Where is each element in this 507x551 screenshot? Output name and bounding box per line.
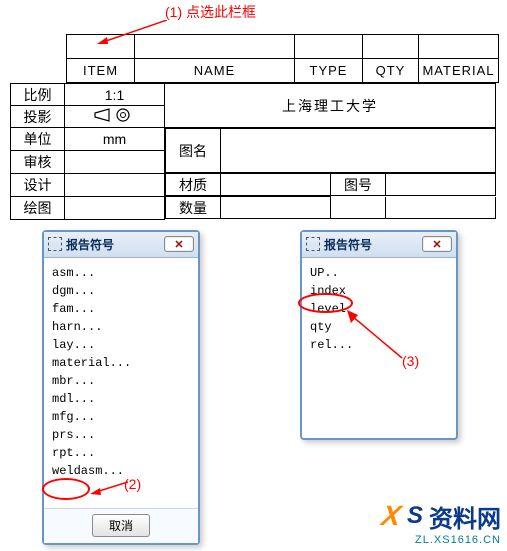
val-quantity — [221, 197, 331, 219]
dialog-titlebar[interactable]: 报告符号 ✕ — [44, 232, 198, 258]
empty-row-cell[interactable] — [419, 35, 499, 59]
list-item[interactable]: dgm... — [50, 282, 192, 300]
spacer — [386, 197, 496, 219]
list-item[interactable]: material... — [50, 354, 192, 372]
logo-x: X — [379, 500, 403, 532]
annotation-3: (3) — [402, 353, 419, 369]
list-item[interactable]: harn... — [50, 318, 192, 336]
val-scale: 1:1 — [65, 84, 165, 106]
val-drawing-name — [221, 129, 496, 173]
lbl-drawing-name: 图名 — [166, 129, 221, 173]
lbl-scale: 比例 — [11, 84, 65, 106]
val-design — [65, 173, 165, 196]
list-item[interactable]: asm... — [50, 264, 192, 282]
col-type: TYPE — [295, 59, 363, 83]
list-item[interactable]: prs... — [50, 426, 192, 444]
highlight-circle-2 — [42, 478, 90, 500]
close-button[interactable]: ✕ — [422, 236, 452, 252]
list-item[interactable]: mfg... — [50, 408, 192, 426]
logo-url: ZL.XS1616.CN — [382, 534, 501, 546]
close-button[interactable]: ✕ — [164, 236, 194, 252]
title-block-area: ITEM NAME TYPE QTY MATERIAL 比例 1:1 上海理工大… — [10, 34, 501, 220]
titleblock-table: 比例 1:1 上海理工大学 投影 单位 mm — [10, 83, 496, 220]
symbol-list-left: asm...dgm...fam...harn...lay...material.… — [50, 264, 192, 480]
arrow-2 — [88, 480, 128, 496]
col-item: ITEM — [67, 59, 135, 83]
annotation-1: (1) 点选此栏框 — [165, 2, 256, 22]
list-item[interactable]: rpt... — [50, 444, 192, 462]
lbl-unit: 单位 — [11, 128, 65, 151]
report-symbol-dialog-left: 报告符号 ✕ asm...dgm...fam...harn...lay...ma… — [42, 230, 200, 545]
lbl-projection: 投影 — [11, 106, 65, 128]
logo-s: S — [407, 502, 423, 530]
list-item[interactable]: mdl... — [50, 390, 192, 408]
empty-row-cell[interactable] — [363, 35, 419, 59]
arrow-1 — [95, 20, 167, 44]
projection-icon — [93, 107, 137, 123]
lbl-material: 材质 — [166, 174, 221, 196]
val-drawing-no — [386, 174, 496, 196]
list-item[interactable]: lay... — [50, 336, 192, 354]
dialog-body-right: UP..indexlevelqtyrel... (3) — [302, 258, 456, 436]
dialog-icon — [48, 237, 62, 251]
list-item[interactable]: mbr... — [50, 372, 192, 390]
arrow-3 — [344, 310, 404, 360]
val-audit — [65, 150, 165, 173]
col-material: MATERIAL — [419, 59, 499, 83]
val-material — [221, 174, 331, 196]
list-item[interactable]: weldasm... — [50, 462, 192, 480]
report-symbol-dialog-right: 报告符号 ✕ UP..indexlevelqtyrel... (3) — [300, 230, 458, 440]
val-projection — [65, 106, 165, 128]
dialog-icon — [306, 237, 320, 251]
lbl-audit: 审核 — [11, 150, 65, 173]
dialog-titlebar[interactable]: 报告符号 ✕ — [302, 232, 456, 258]
empty-row-cell[interactable] — [295, 35, 363, 59]
val-drawn — [65, 196, 165, 219]
spacer — [331, 197, 386, 219]
col-qty: QTY — [363, 59, 419, 83]
dialog-title: 报告符号 — [324, 236, 422, 253]
col-name: NAME — [135, 59, 295, 83]
list-item[interactable]: fam... — [50, 300, 192, 318]
lbl-design: 设计 — [11, 173, 65, 196]
university-name: 上海理工大学 — [165, 84, 496, 128]
list-item[interactable]: UP.. — [308, 264, 450, 282]
dialog-title: 报告符号 — [66, 236, 164, 253]
logo-name: 资料网 — [429, 499, 501, 534]
lbl-drawn: 绘图 — [11, 196, 65, 219]
watermark-logo: X S 资料网 ZL.XS1616.CN — [382, 499, 501, 546]
lbl-drawing-no: 图号 — [331, 174, 386, 196]
val-unit: mm — [65, 128, 165, 151]
dialog-body-left: asm...dgm...fam...harn...lay...material.… — [44, 258, 198, 508]
lbl-quantity: 数量 — [166, 197, 221, 219]
dialog-footer: 取消 — [44, 508, 198, 543]
